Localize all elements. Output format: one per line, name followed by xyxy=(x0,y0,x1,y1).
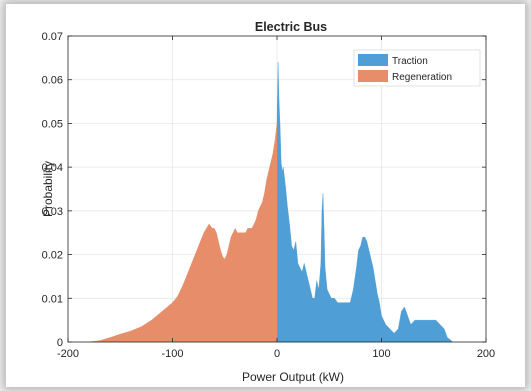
x-tick-label-3: 100 xyxy=(372,348,390,360)
series-area-regeneration xyxy=(88,123,278,343)
y-tick-label-4: 0.04 xyxy=(42,162,63,174)
y-tick-label-1: 0.01 xyxy=(42,293,63,305)
series-areas xyxy=(88,62,453,343)
y-tick-label-2: 0.02 xyxy=(42,250,63,262)
legend: Traction Regeneration xyxy=(353,49,481,87)
legend-swatch-regeneration xyxy=(358,70,388,82)
y-axis-label: Probability xyxy=(41,161,55,217)
x-axis-label: Power Output (kW) xyxy=(242,370,344,384)
legend-label-regeneration: Regeneration xyxy=(392,72,452,83)
x-tick-label-2: 0 xyxy=(274,348,280,360)
legend-label-traction: Traction xyxy=(392,56,428,67)
x-tick-label-0: -200 xyxy=(57,348,79,360)
tick-labels: -200 -100 0 100 200 0 0.01 0.02 0.03 0.04 0.05 0.06… xyxy=(42,31,496,360)
series-area-traction xyxy=(276,62,453,343)
y-tick-label-6: 0.06 xyxy=(42,75,63,87)
x-tick-label-1: -100 xyxy=(161,348,183,360)
legend-swatch-traction xyxy=(358,54,388,66)
y-tick-label-5: 0.05 xyxy=(42,118,63,130)
axis-ticks xyxy=(67,35,487,343)
y-tick-label-0: 0 xyxy=(57,337,63,349)
y-tick-label-3: 0.03 xyxy=(42,206,63,218)
x-tick-label-4: 200 xyxy=(477,348,495,360)
y-tick-label-7: 0.07 xyxy=(42,31,63,43)
chart-title: Electric Bus xyxy=(255,20,327,34)
